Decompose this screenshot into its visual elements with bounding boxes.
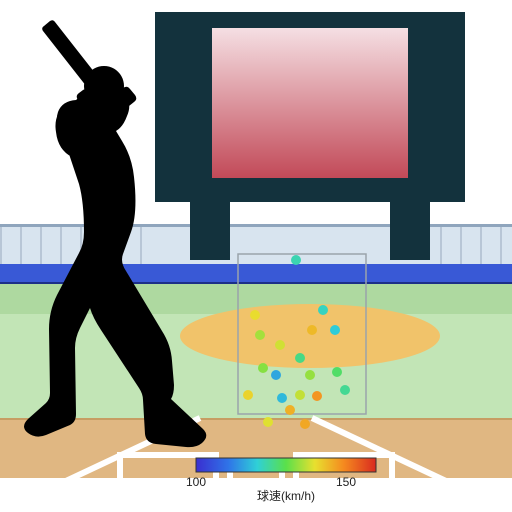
- pitch-marker: [243, 390, 253, 400]
- pitch-marker: [318, 305, 328, 315]
- pitch-marker: [255, 330, 265, 340]
- pitch-marker: [277, 393, 287, 403]
- pitch-marker: [330, 325, 340, 335]
- pitch-marker: [275, 340, 285, 350]
- pitch-marker: [250, 310, 260, 320]
- colorbar: [196, 458, 376, 472]
- pitch-marker: [307, 325, 317, 335]
- pitch-marker: [285, 405, 295, 415]
- pitch-marker: [305, 370, 315, 380]
- pitch-marker: [312, 391, 322, 401]
- pitch-marker: [295, 390, 305, 400]
- colorbar-axis-label: 球速(km/h): [257, 489, 315, 503]
- pitch-marker: [300, 419, 310, 429]
- pitch-marker: [258, 363, 268, 373]
- pitch-location-chart: 100 150 球速(km/h): [0, 0, 512, 512]
- colorbar-tick-label: 100: [186, 475, 206, 489]
- pitch-marker: [340, 385, 350, 395]
- pitch-marker: [332, 367, 342, 377]
- pitch-marker: [291, 255, 301, 265]
- pitch-marker: [295, 353, 305, 363]
- colorbar-tick-label: 150: [336, 475, 356, 489]
- pitch-marker: [263, 417, 273, 427]
- pitch-marker: [271, 370, 281, 380]
- chart-svg: 100 150 球速(km/h): [0, 0, 512, 512]
